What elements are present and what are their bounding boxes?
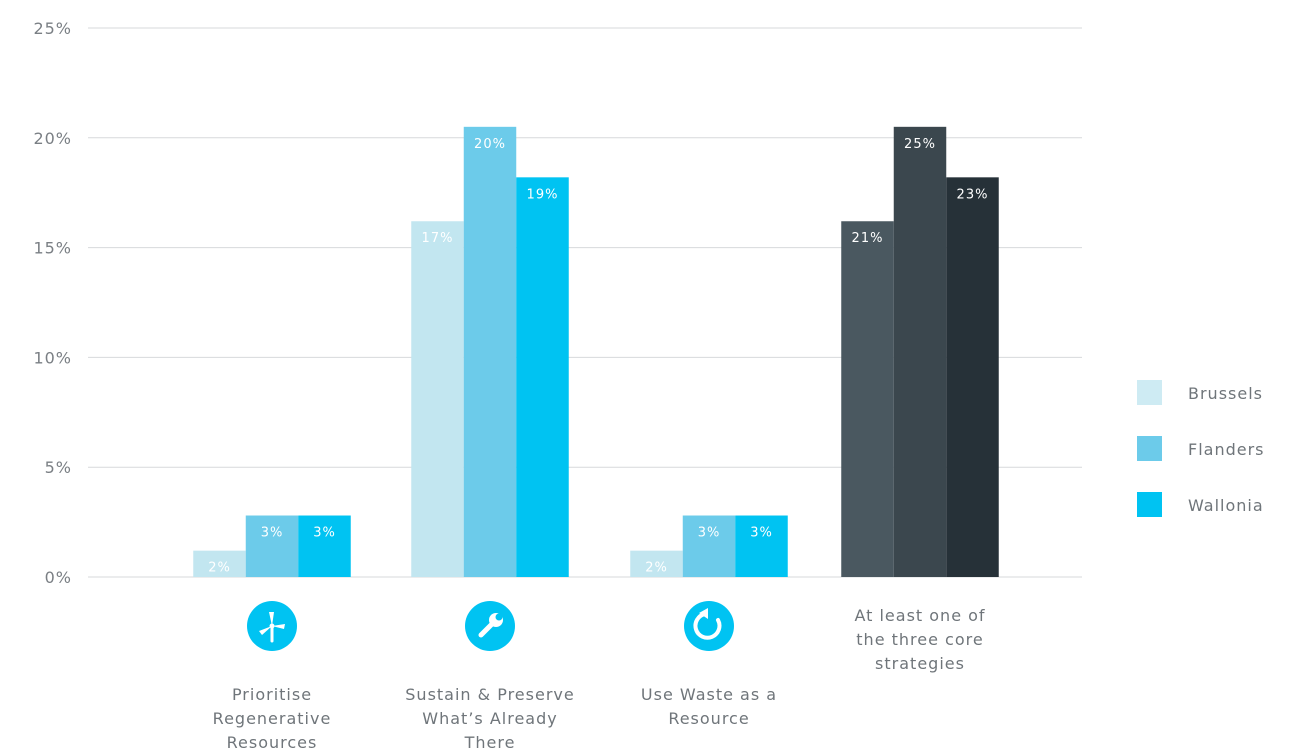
legend-label: Wallonia bbox=[1188, 496, 1264, 515]
bar-wallonia bbox=[946, 177, 999, 577]
y-axis-ticks: 0% 5% 10% 15% 20% 25% bbox=[33, 19, 72, 587]
wrench-icon bbox=[465, 601, 515, 651]
category-label: the three core bbox=[856, 630, 983, 649]
category-label: At least one of bbox=[854, 606, 985, 625]
category-label: What’s Already bbox=[422, 709, 557, 728]
category-label: Use Waste as a bbox=[641, 685, 777, 704]
category-icons-layer bbox=[247, 601, 734, 651]
bar-brussels bbox=[630, 550, 683, 577]
y-tick-label: 20% bbox=[33, 129, 72, 148]
bar-value-label: 3% bbox=[698, 526, 721, 541]
bar-flanders bbox=[682, 515, 736, 577]
bar-value-label: 19% bbox=[527, 187, 559, 202]
category-label: There bbox=[464, 733, 516, 751]
legend-swatch bbox=[1137, 492, 1162, 517]
category-label: Resource bbox=[668, 709, 749, 728]
bar-value-label: 20% bbox=[474, 137, 506, 152]
category-label: Sustain & Preserve bbox=[405, 685, 574, 704]
y-tick-label: 10% bbox=[33, 348, 72, 367]
y-tick-label: 5% bbox=[45, 458, 72, 477]
bar-brussels bbox=[411, 221, 464, 578]
y-tick-label: 25% bbox=[33, 19, 72, 38]
bar-value-label: 3% bbox=[261, 526, 284, 541]
legend: Brussels Flanders Wallonia bbox=[1137, 380, 1265, 517]
bar-value-label: 25% bbox=[904, 137, 936, 152]
bar-flanders bbox=[463, 126, 517, 577]
bar-flanders bbox=[893, 126, 947, 577]
bar-brussels bbox=[193, 550, 246, 577]
bar-value-label: 23% bbox=[957, 187, 989, 202]
bar-wallonia bbox=[516, 177, 569, 577]
bar-value-label: 2% bbox=[208, 561, 231, 576]
wind-turbine-icon bbox=[247, 601, 297, 651]
bar-wallonia bbox=[298, 515, 351, 577]
bar-value-label: 3% bbox=[313, 526, 336, 541]
category-label: Regenerative bbox=[213, 709, 332, 728]
legend-swatch bbox=[1137, 380, 1162, 405]
bar-flanders bbox=[245, 515, 299, 577]
legend-swatch bbox=[1137, 436, 1162, 461]
legend-item-brussels: Brussels bbox=[1137, 380, 1263, 405]
legend-label: Flanders bbox=[1188, 440, 1265, 459]
category-label: strategies bbox=[875, 654, 965, 673]
legend-label: Brussels bbox=[1188, 384, 1263, 403]
legend-item-flanders: Flanders bbox=[1137, 436, 1265, 461]
category-labels-layer: Prioritise Regenerative Resources Sustain &… bbox=[213, 606, 985, 752]
bar-wallonia bbox=[735, 515, 788, 577]
bar-value-label: 2% bbox=[645, 561, 668, 576]
legend-item-wallonia: Wallonia bbox=[1137, 492, 1264, 517]
bar-value-label: 21% bbox=[852, 231, 884, 246]
recycle-loop-icon bbox=[684, 601, 734, 651]
category-label: Prioritise bbox=[232, 685, 312, 704]
y-tick-label: 0% bbox=[45, 568, 72, 587]
category-label: Resources bbox=[227, 733, 318, 751]
bar-value-label: 3% bbox=[750, 526, 773, 541]
bar-brussels bbox=[841, 221, 894, 578]
bar-value-label: 17% bbox=[422, 231, 454, 246]
bars-layer: 2% 3% 3% 17% 20% 19% 2% 3% 3% 21% 25% 23% bbox=[193, 126, 999, 578]
y-tick-label: 15% bbox=[33, 239, 72, 258]
